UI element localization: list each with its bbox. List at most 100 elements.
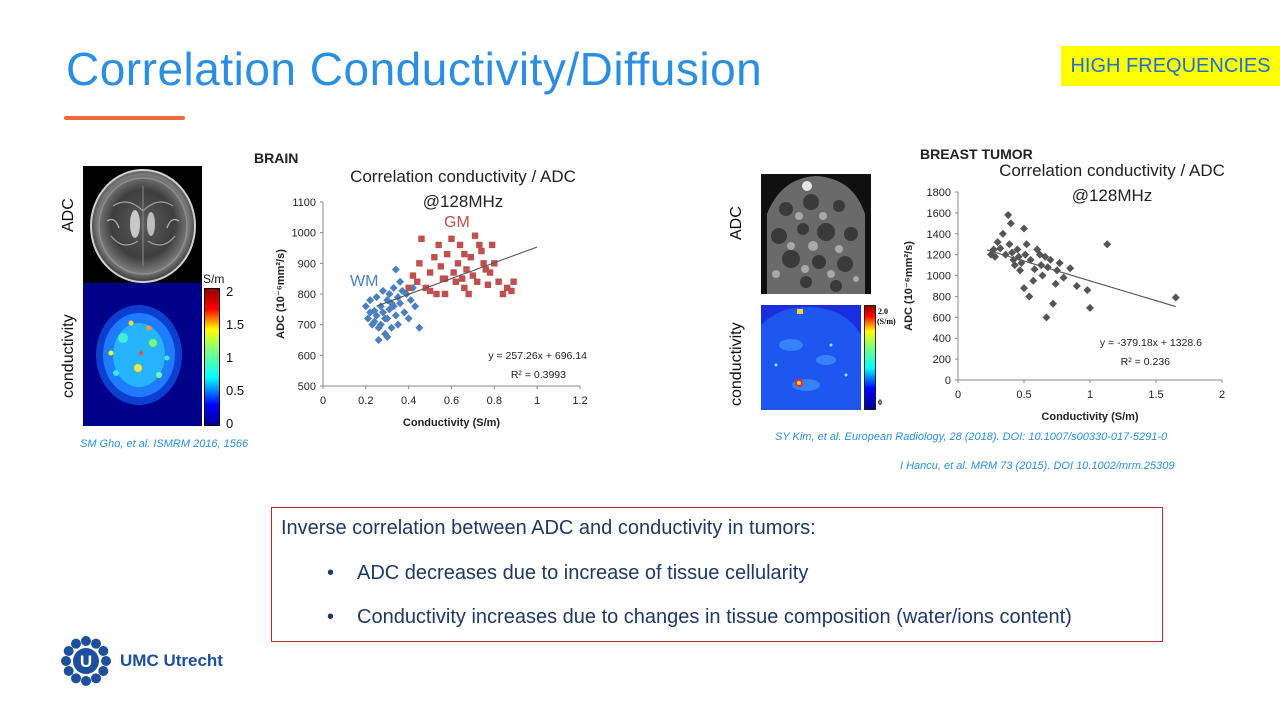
data-point <box>463 266 470 273</box>
logo-petal <box>91 673 101 684</box>
data-point <box>1020 284 1028 293</box>
data-point <box>1004 210 1013 219</box>
data-point <box>433 290 440 298</box>
chart-subtitle: @128MHz <box>423 192 504 211</box>
data-point <box>465 290 472 298</box>
brain-colorbar-tick-1-5: 1.5 <box>226 317 245 332</box>
data-point <box>1072 282 1081 290</box>
data-point <box>400 308 409 317</box>
data-point <box>1005 240 1014 249</box>
x-tick-label: 1.5 <box>1148 389 1163 401</box>
brain-citation: SM Gho, et al. ISMRM 2016, 1566 <box>80 438 249 450</box>
data-point <box>366 296 375 305</box>
title-underline <box>64 116 185 120</box>
data-point <box>418 235 425 242</box>
y-tick-label: 800 <box>933 291 951 303</box>
data-point <box>1103 240 1112 249</box>
data-point <box>1016 266 1025 275</box>
logo-petal <box>81 636 91 646</box>
data-point <box>416 260 423 267</box>
data-point <box>389 302 398 311</box>
data-point <box>1046 255 1055 264</box>
summary-lead-text: Inverse correlation between ADC and cond… <box>281 517 816 539</box>
breast-adc-label: ADC <box>728 206 745 240</box>
data-point <box>378 308 387 317</box>
chart-subtitle: @128MHz <box>1072 186 1153 205</box>
logo-petal <box>98 646 109 656</box>
data-point <box>448 235 455 242</box>
data-point <box>467 254 474 261</box>
data-point <box>441 290 449 298</box>
data-point <box>383 332 392 341</box>
y-tick-label: 1000 <box>292 228 316 240</box>
data-point <box>998 229 1007 238</box>
data-point <box>480 260 487 267</box>
logo-petal <box>91 638 101 649</box>
brain-colorbar-tick-0-5: 0.5 <box>226 383 245 398</box>
data-point <box>381 329 390 338</box>
data-point <box>510 278 517 285</box>
data-point <box>435 241 442 249</box>
data-point <box>389 283 398 292</box>
trendline-r2: R² = 0.3993 <box>511 369 566 381</box>
data-point <box>1013 245 1022 254</box>
data-point <box>454 260 462 267</box>
data-point <box>491 260 498 267</box>
data-point <box>482 266 489 273</box>
gm-series-label: GM <box>444 214 470 231</box>
summary-box: Inverse correlation between ADC and cond… <box>271 507 1163 642</box>
data-point <box>426 287 434 295</box>
x-tick-label: 0 <box>955 389 961 401</box>
y-tick-label: 600 <box>933 312 951 324</box>
data-point <box>404 314 413 323</box>
breast-citation-1: SY Kim, et al. European Radiology, 28 (2… <box>775 431 1168 443</box>
data-point <box>1010 261 1019 270</box>
brain-scatter-chart: Correlation conductivity / ADC @128MHz 500… <box>275 167 588 429</box>
trendline-equation: y = 257.26x + 696.14 <box>488 350 587 362</box>
data-point <box>1066 264 1075 273</box>
data-point <box>1171 293 1180 302</box>
data-point <box>469 272 477 279</box>
data-point <box>1083 286 1092 295</box>
data-point <box>990 252 999 261</box>
data-point <box>1030 265 1039 274</box>
logo-petal <box>98 666 109 676</box>
y-tick-label: 400 <box>933 333 951 345</box>
data-point <box>1049 299 1058 308</box>
logo-petal <box>61 656 71 666</box>
data-point <box>385 305 394 314</box>
x-tick-label: 0.8 <box>487 395 502 407</box>
x-axis-label: Conductivity (S/m) <box>1041 411 1139 423</box>
data-point <box>372 293 381 302</box>
data-point <box>474 278 481 285</box>
slide-title: Correlation Conductivity/Diffusion <box>66 43 763 95</box>
y-tick-label: 1100 <box>292 197 316 209</box>
data-point <box>385 290 394 298</box>
brain-colorbar <box>204 288 220 426</box>
data-point <box>1043 263 1052 272</box>
chart-title: Correlation conductivity / ADC <box>999 161 1225 180</box>
brain-adc-label: ADC <box>60 198 77 232</box>
data-point <box>398 286 407 295</box>
data-point <box>374 323 383 332</box>
brain-adc-image <box>83 166 202 283</box>
data-point <box>456 241 464 249</box>
data-point <box>1008 248 1017 257</box>
y-tick-label: 1600 <box>927 208 951 220</box>
data-point <box>366 308 375 317</box>
breast-colorbar-unit: (S/m) <box>877 317 896 326</box>
x-tick-label: 1.2 <box>572 395 587 407</box>
trendline-equation: y = -379.18x + 1328.6 <box>1100 337 1202 349</box>
y-tick-label: 0 <box>945 375 951 387</box>
brain-conductivity-map <box>83 283 202 426</box>
data-point <box>1006 219 1015 228</box>
x-tick-label: 1 <box>534 395 540 407</box>
x-tick-label: 0.5 <box>1016 389 1031 401</box>
data-point <box>361 302 370 311</box>
data-point <box>415 323 424 332</box>
data-point <box>1059 273 1068 282</box>
data-point <box>1041 252 1050 261</box>
data-point <box>1029 276 1038 285</box>
wm-series-label: WM <box>350 273 378 290</box>
data-point <box>376 302 385 311</box>
